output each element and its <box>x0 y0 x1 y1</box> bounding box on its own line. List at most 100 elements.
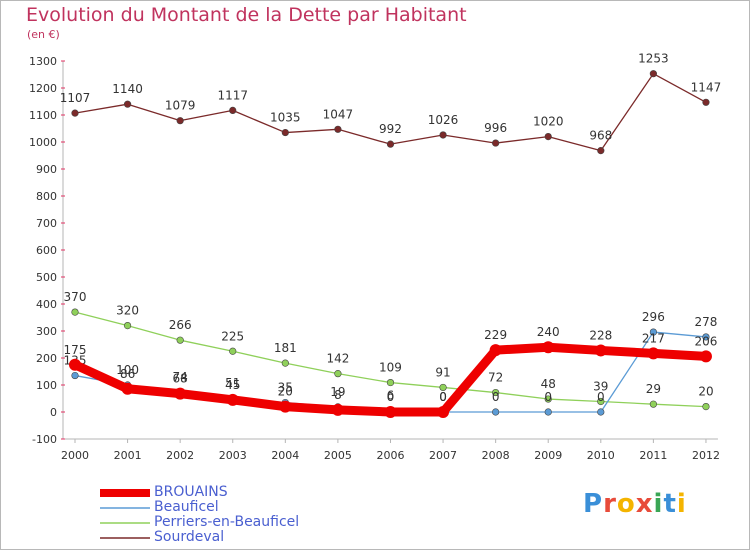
data-label-beauficel: 19 <box>330 385 345 399</box>
data-point-brouains <box>542 341 555 354</box>
data-point-perriers-en-beauficel <box>597 397 605 406</box>
x-tick-label: 2004 <box>271 449 299 462</box>
data-point-perriers-en-beauficel <box>649 400 657 408</box>
chart-unit-label: (en €) <box>27 28 60 41</box>
data-label-perriers-en-beauficel: 20 <box>698 385 713 399</box>
legend-label-sourdeval: Sourdeval <box>154 529 225 545</box>
data-point-sourdeval <box>649 70 657 78</box>
data-point-perriers-en-beauficel <box>71 308 79 316</box>
data-label-brouains: 206 <box>695 334 718 348</box>
data-label-brouains: 229 <box>484 328 507 342</box>
data-label-brouains: 68 <box>173 372 188 386</box>
data-point-perriers-en-beauficel <box>176 336 184 344</box>
x-tick-label: 2002 <box>166 449 194 462</box>
y-tick-label: 700 <box>36 217 57 230</box>
y-tick-label: 1000 <box>29 136 57 149</box>
chart-legend: BROUAINS Beauficel Perriers-en-Beauficel… <box>100 485 299 545</box>
data-point-brouains <box>279 400 292 413</box>
data-label-brouains: 228 <box>589 328 612 342</box>
data-point-perriers-en-beauficel <box>281 359 289 367</box>
data-point-beauficel <box>702 333 710 341</box>
legend-swatch-brouains <box>100 489 150 497</box>
data-label-sourdeval: 1035 <box>270 111 301 125</box>
data-point-perriers-en-beauficel <box>544 395 552 403</box>
proxiti-logo: Proxiti <box>583 489 687 519</box>
data-point-sourdeval <box>176 117 184 125</box>
data-label-brouains: 240 <box>537 325 560 339</box>
data-point-brouains <box>647 347 660 360</box>
y-tick-label: -100 <box>32 433 57 446</box>
data-point-sourdeval <box>71 109 79 117</box>
data-label-sourdeval: 968 <box>589 129 612 143</box>
data-point-sourdeval <box>492 139 500 147</box>
data-label-brouains: 45 <box>225 378 240 392</box>
y-tick-label: 800 <box>36 190 57 203</box>
x-tick-label: 2000 <box>61 449 89 462</box>
y-tick-label: 900 <box>36 163 57 176</box>
data-label-sourdeval: 1147 <box>691 80 722 94</box>
data-point-brouains <box>69 358 81 371</box>
data-label-perriers-en-beauficel: 266 <box>169 318 192 332</box>
legend-swatch-perriers <box>100 522 150 524</box>
data-label-sourdeval: 1107 <box>60 91 91 105</box>
legend-swatch-sourdeval <box>100 537 150 539</box>
data-point-perriers-en-beauficel <box>123 322 132 330</box>
chart-title: Evolution du Montant de la Dette par Hab… <box>26 4 467 26</box>
data-label-sourdeval: 1079 <box>165 99 196 113</box>
data-point-beauficel <box>71 371 79 380</box>
data-point-sourdeval <box>597 147 605 155</box>
data-label-perriers-en-beauficel: 370 <box>64 290 87 304</box>
data-label-perriers-en-beauficel: 39 <box>593 379 608 393</box>
data-label-beauficel: 278 <box>695 315 718 329</box>
data-label-sourdeval: 1253 <box>638 52 669 66</box>
data-label-sourdeval: 1026 <box>428 113 459 127</box>
legend-label-brouains: BROUAINS <box>154 484 228 500</box>
y-tick-label: 400 <box>36 298 57 311</box>
x-tick-label: 2012 <box>692 449 720 462</box>
legend-swatch-beauficel <box>100 507 150 509</box>
data-label-brouains: 20 <box>278 385 293 399</box>
data-label-brouains: 175 <box>64 343 87 357</box>
data-label-beauficel: 35 <box>278 381 293 395</box>
legend-item-sourdeval: Sourdeval <box>100 530 299 545</box>
data-label-beauficel: 0 <box>544 390 552 404</box>
data-label-beauficel: 6 <box>387 388 395 402</box>
data-label-sourdeval: 1047 <box>323 107 354 121</box>
data-label-perriers-en-beauficel: 320 <box>116 304 139 318</box>
x-tick-label: 2003 <box>219 449 247 462</box>
x-tick-label: 2010 <box>587 449 615 462</box>
y-tick-label: 500 <box>36 271 57 284</box>
x-tick-label: 2008 <box>482 449 510 462</box>
data-label-brouains: 0 <box>439 390 447 404</box>
data-point-brouains <box>489 344 502 357</box>
data-point-perriers-en-beauficel <box>439 383 447 392</box>
data-point-sourdeval <box>281 128 289 137</box>
legend-item-brouains: BROUAINS <box>100 485 299 500</box>
data-label-brouains: 86 <box>120 367 135 381</box>
data-point-perriers-en-beauficel <box>334 370 342 378</box>
data-point-brouains <box>384 406 397 418</box>
y-tick-label: 0 <box>50 406 57 419</box>
data-point-perriers-en-beauficel <box>492 388 500 397</box>
data-label-beauficel: 0 <box>597 390 605 404</box>
y-tick-label: 1300 <box>29 55 57 68</box>
legend-label-perriers: Perriers-en-Beauficel <box>154 514 300 530</box>
data-label-perriers-en-beauficel: 181 <box>274 341 297 355</box>
data-label-beauficel: 0 <box>439 390 447 404</box>
data-point-brouains <box>121 382 134 395</box>
y-tick-label: 1100 <box>29 109 57 122</box>
data-point-brouains <box>226 393 239 406</box>
data-point-brouains <box>594 344 607 357</box>
data-label-beauficel: 51 <box>225 376 240 390</box>
data-point-sourdeval <box>386 140 395 148</box>
data-label-brouains: 0 <box>387 390 395 404</box>
data-label-perriers-en-beauficel: 72 <box>488 371 503 385</box>
x-tick-label: 2006 <box>376 449 404 462</box>
data-label-beauficel: 74 <box>173 370 188 384</box>
data-label-perriers-en-beauficel: 29 <box>646 382 661 396</box>
data-point-sourdeval <box>229 106 237 115</box>
data-label-brouains: 217 <box>642 331 665 345</box>
legend-item-beauficel: Beauficel <box>100 500 299 515</box>
